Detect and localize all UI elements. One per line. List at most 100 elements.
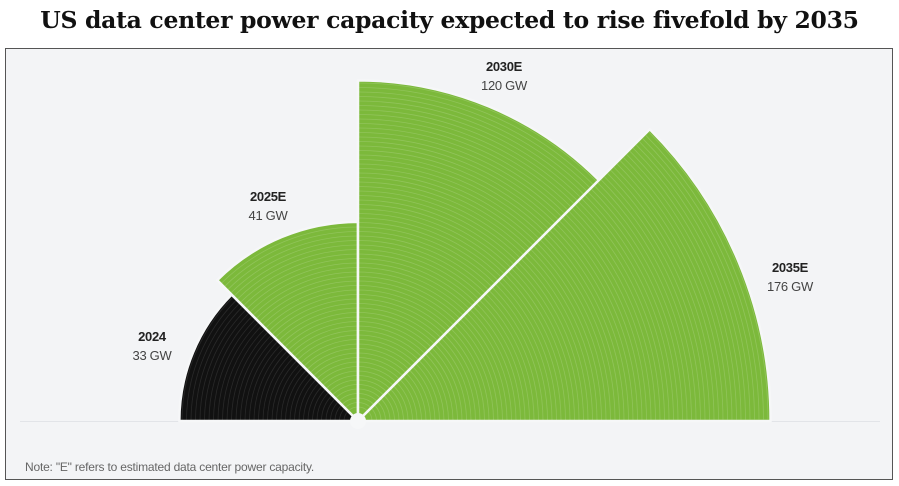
ring-texture [482,296,535,421]
ring-texture [562,217,647,420]
ring-texture [358,343,413,367]
ring-texture [358,172,533,246]
ring-texture [584,195,679,420]
ring-texture [358,361,400,380]
ring-texture [450,328,490,421]
ring-texture [645,135,764,420]
ring-texture [300,339,358,364]
ring-texture [246,262,358,310]
ring-texture [312,357,358,377]
ring-texture [399,379,418,421]
wedge-shape [356,128,772,423]
ring-texture [359,150,549,230]
ring-texture [252,271,358,316]
ring-texture [319,366,358,383]
ring-texture [271,360,298,421]
ring-texture [642,138,760,420]
ring-texture [495,284,553,421]
ring-texture [307,385,323,421]
ring-texture [457,322,499,421]
ring-texture [358,217,502,278]
ring-texture [559,220,643,420]
ring-texture [620,160,728,420]
ring-texture [359,145,552,227]
category-label: 2025E [249,189,287,204]
ring-texture [227,235,358,290]
wedge-2024 [178,293,360,423]
ring-texture [377,401,386,421]
ring-texture [236,249,358,300]
ring-texture [636,144,751,420]
ring-texture [358,357,404,377]
value-label: 41 GW [248,208,288,223]
ring-texture [358,294,448,332]
ring-texture [186,299,237,421]
ring-texture [358,235,489,290]
ring-texture [425,353,454,421]
ring-texture [285,369,307,421]
ring-texture [540,239,616,420]
ring-texture [181,296,234,421]
ring-texture [591,189,688,420]
ring-texture [298,379,317,421]
label-2030e: 2030E 120 GW [481,57,527,95]
ring-texture [249,344,282,421]
ring-texture [332,384,358,396]
ring-texture [213,318,256,421]
ring-texture [358,379,388,393]
ring-texture [358,181,527,252]
ring-texture [466,312,512,421]
ring-texture [359,109,578,201]
ring-texture [536,242,611,420]
ring-texture [514,265,580,421]
ring-texture [294,375,314,421]
ring-texture [358,321,429,351]
ring-texture [441,337,476,421]
ring-texture [240,253,358,303]
ring-texture [623,157,733,420]
ring-texture [230,240,358,294]
ring-texture [616,163,724,420]
ring-texture [262,353,291,421]
ring-texture [358,240,486,294]
ring-texture [358,253,476,303]
ring-texture [421,356,449,421]
ring-texture [358,312,435,345]
ring-texture [479,299,530,421]
ring-texture [358,348,410,370]
ring-texture [358,280,457,322]
ring-texture [243,258,358,306]
ring-texture [358,222,499,281]
ring-texture [359,154,546,233]
ring-texture [543,236,620,420]
ring-texture [358,204,511,268]
ring-texture [359,159,543,236]
ring-texture [358,190,521,259]
ring-texture [287,321,358,351]
ring-texture [530,249,602,421]
chart-note: Note: "E" refers to estimated data cente… [25,460,315,474]
ring-texture [546,233,625,420]
ring-texture [431,347,463,421]
ring-texture [527,252,598,421]
ring-texture [359,87,594,185]
category-label: 2030E [485,59,523,74]
ring-texture [511,268,575,421]
ring-texture [610,169,715,420]
ring-texture [226,328,266,421]
ring-texture [359,114,575,204]
ring-texture [278,307,358,342]
ring-texture [359,96,587,191]
ring-texture [359,168,537,243]
ring-texture [306,348,358,370]
ring-texture [501,277,562,421]
ring-texture [632,147,746,420]
ring-texture [358,325,426,354]
ring-texture [316,391,330,421]
ring-texture [276,363,301,421]
ring-texture [358,195,518,262]
ring-texture [233,244,358,297]
ring-texture [600,179,701,420]
ring-texture [359,141,556,223]
